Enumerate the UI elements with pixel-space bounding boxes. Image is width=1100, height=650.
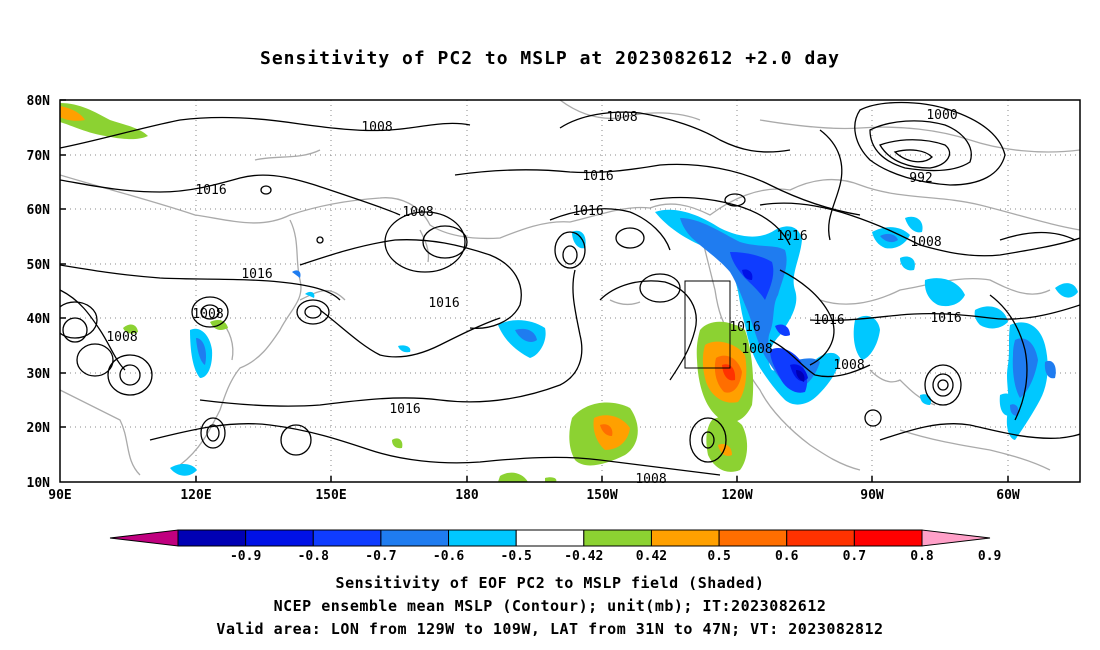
sensitivity-shading xyxy=(60,103,1078,482)
lon-label: 180 xyxy=(455,488,479,503)
latitude-labels: 80N 70N 60N 50N 40N 30N 20N 10N xyxy=(27,94,51,491)
contour-label: 1016 xyxy=(572,204,603,219)
colorbar-tick-label: 0.7 xyxy=(843,549,866,564)
colorbar xyxy=(109,529,991,547)
map-title: Sensitivity of PC2 to MSLP at 2023082612… xyxy=(259,48,840,69)
colorbar-tick-label: 0.5 xyxy=(707,549,730,564)
lat-label: 60N xyxy=(27,203,51,218)
colorbar-box xyxy=(177,529,247,547)
contour-label: 1008 xyxy=(402,205,433,220)
closed-contours xyxy=(60,185,962,463)
contour-label: 1008 xyxy=(361,120,392,135)
map-plot-area xyxy=(60,100,1080,482)
lat-label: 30N xyxy=(27,367,51,382)
contour-label: 1016 xyxy=(389,402,420,417)
lat-label: 10N xyxy=(27,476,51,491)
colorbar-tick-label: -0.7 xyxy=(365,549,396,564)
lat-label: 50N xyxy=(27,258,51,273)
colorbar-box xyxy=(312,529,382,547)
colorbar-box xyxy=(245,529,314,547)
colorbar-tick-label: -0.8 xyxy=(298,549,329,564)
colorbar-box xyxy=(853,529,923,547)
axis-ticks xyxy=(60,99,1009,482)
contour-label: 1008 xyxy=(910,235,941,250)
colorbar-labels: -0.9 -0.8 -0.7 -0.6 -0.5 -0.42 0.42 0.5 0.6 0.7 0.… xyxy=(230,549,1001,564)
colorbar-box xyxy=(448,529,517,547)
contour-labels: 1008 1008 1000 992 1016 1016 1008 1016 1… xyxy=(106,108,961,487)
colorbar-tick-label: -0.5 xyxy=(501,549,532,564)
colorbar-tick-label: 0.8 xyxy=(910,549,934,564)
lat-label: 80N xyxy=(27,94,51,109)
colorbar-box xyxy=(650,529,720,547)
contour-label: 1000 xyxy=(926,108,957,123)
contour-label: 1016 xyxy=(428,296,459,311)
map-frame xyxy=(59,99,1081,483)
colorbar-box xyxy=(718,529,788,547)
lon-label: 120E xyxy=(180,488,211,503)
contour-label: 1008 xyxy=(106,330,137,345)
contour-label: 992 xyxy=(909,171,932,186)
contour-label: 1008 xyxy=(606,110,637,125)
colorbar-tick-label: 0.6 xyxy=(775,549,799,564)
contour-label: 1016 xyxy=(729,320,760,335)
validation-area-box xyxy=(684,280,731,369)
colorbar-tick-label: -0.42 xyxy=(564,549,603,564)
caption-line-2: NCEP ensemble mean MSLP (Contour); unit(… xyxy=(273,597,827,615)
colorbar-max-triangle xyxy=(921,529,991,547)
colorbar-tick-label: 0.9 xyxy=(978,549,1001,564)
colorbar-tick-label: -0.9 xyxy=(230,549,261,564)
caption-line-3: Valid area: LON from 129W to 109W, LAT f… xyxy=(216,620,884,638)
contour-label: 1016 xyxy=(241,267,272,282)
colorbar-min-triangle xyxy=(109,529,179,547)
contour-label: 1008 xyxy=(741,342,772,357)
contour-label: 1016 xyxy=(195,183,226,198)
lat-label: 20N xyxy=(27,421,51,436)
colorbar-tick-label: 0.42 xyxy=(636,549,667,564)
colorbar-box xyxy=(515,529,585,547)
longitude-labels: 90E 120E 150E 180 150W 120W 90W 60W xyxy=(48,488,1020,503)
colorbar-box xyxy=(786,529,855,547)
caption-line-1: Sensitivity of EOF PC2 to MSLP field (Sh… xyxy=(335,574,765,592)
lon-label: 90W xyxy=(860,488,884,503)
lon-label: 60W xyxy=(996,488,1020,503)
contour-label: 1016 xyxy=(776,229,807,244)
contour-label: 1016 xyxy=(930,311,961,326)
contour-label: 1008 xyxy=(635,472,666,487)
colorbar-box xyxy=(380,529,450,547)
lon-label: 120W xyxy=(721,488,752,503)
mslp-contours xyxy=(60,101,1080,476)
lat-label: 70N xyxy=(27,149,51,164)
colorbar-tick-label: -0.6 xyxy=(433,549,464,564)
colorbar-box xyxy=(583,529,652,547)
contour-label: 1016 xyxy=(582,169,613,184)
lon-label: 150E xyxy=(315,488,346,503)
lon-label: 150W xyxy=(586,488,617,503)
lat-label: 40N xyxy=(27,312,51,327)
contour-label: 1008 xyxy=(192,307,223,322)
contour-label: 1008 xyxy=(833,358,864,373)
lon-label: 90E xyxy=(48,488,71,503)
contour-label: 1016 xyxy=(813,313,844,328)
